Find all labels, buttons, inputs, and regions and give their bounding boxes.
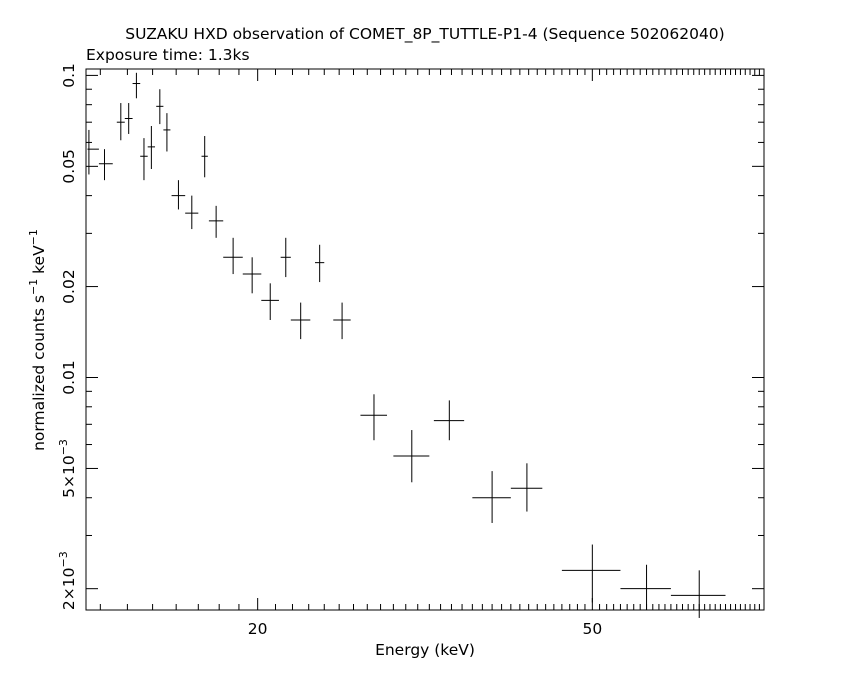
data-point: [561, 544, 621, 603]
x-tick-labels: 20 50: [248, 620, 602, 638]
data-point: [171, 180, 186, 210]
data-point: [242, 257, 262, 294]
data-point: [116, 103, 125, 141]
data-points: [87, 72, 726, 618]
chart-subtitle: Exposure time: 1.3ks: [86, 46, 250, 64]
y-tick-labels: 0.1 0.05 0.02 0.01 5×10−3 2×10−3: [57, 63, 78, 610]
y-tick-label: 2×10−3: [57, 551, 78, 610]
data-point: [360, 394, 388, 441]
plot-frame: [85, 68, 765, 611]
data-point: [315, 244, 325, 283]
y-tick-label: 0.02: [60, 269, 78, 304]
data-point: [98, 149, 113, 181]
data-point: [433, 400, 465, 441]
data-point: [333, 302, 351, 340]
y-tick-label: 0.01: [60, 360, 78, 395]
data-point: [208, 205, 224, 238]
data-point: [163, 113, 171, 152]
data-point: [223, 237, 243, 275]
y-axis-label: normalized counts s−1 keV−1: [27, 229, 48, 451]
y-tick-label: 5×10−3: [57, 439, 78, 498]
data-point: [290, 302, 311, 340]
x-axis-label: Energy (keV): [375, 641, 475, 659]
data-point: [132, 72, 141, 99]
x-tick-label: 20: [248, 620, 268, 638]
data-point: [156, 89, 164, 125]
data-point: [261, 283, 279, 321]
data-point: [670, 570, 726, 618]
data-point: [510, 463, 543, 512]
data-point: [280, 237, 291, 278]
data-point: [87, 129, 99, 175]
data-point: [124, 103, 133, 134]
data-point: [140, 138, 148, 181]
data-point: [620, 564, 671, 610]
y-tick-label: 0.05: [60, 149, 78, 184]
data-point: [201, 136, 208, 178]
axis-ticks: [86, 69, 765, 610]
y-tick-label: 0.1: [60, 63, 78, 88]
data-point: [185, 195, 199, 230]
x-tick-label: 50: [582, 620, 602, 638]
chart-title: SUZAKU HXD observation of COMET_8P_TUTTL…: [125, 25, 724, 44]
data-point: [147, 126, 156, 169]
data-point: [393, 430, 430, 483]
data-point: [472, 471, 511, 523]
